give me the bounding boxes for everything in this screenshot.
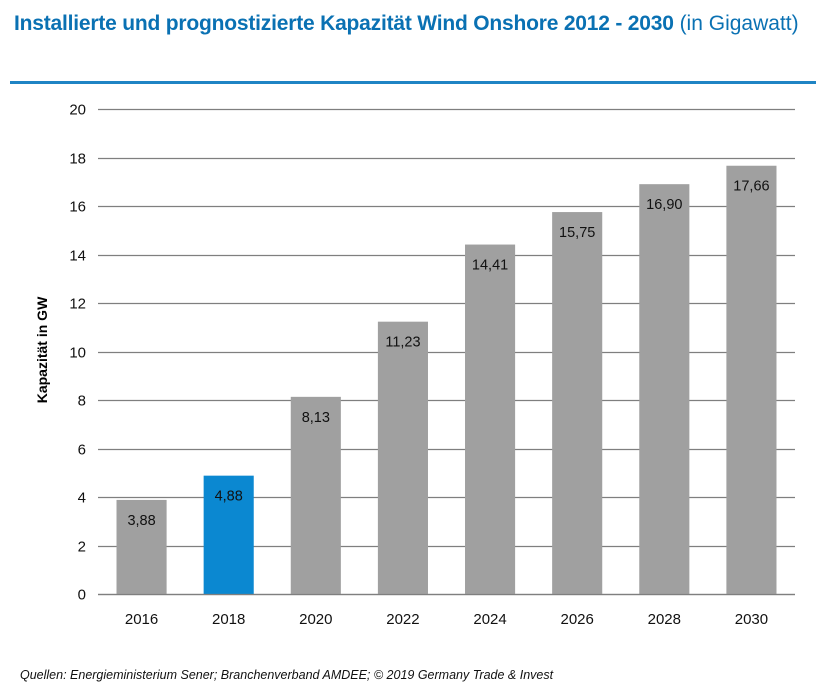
y-tick-label: 8 bbox=[78, 393, 86, 410]
x-tick-label: 2028 bbox=[648, 611, 681, 628]
data-label-2016: 3,88 bbox=[127, 513, 155, 529]
bar-2024 bbox=[465, 244, 516, 594]
bars bbox=[116, 165, 777, 595]
x-axis-ticks: 2016 2018 2020 2022 2024 2026 2028 2030 bbox=[125, 611, 768, 628]
x-tick-label: 2018 bbox=[212, 611, 245, 628]
data-label-2018: 4,88 bbox=[215, 489, 243, 505]
y-tick-label: 14 bbox=[69, 248, 86, 265]
bar-2016 bbox=[116, 499, 167, 594]
y-axis-ticks: 0 2 4 6 8 10 12 14 16 18 20 bbox=[69, 102, 86, 604]
x-tick-label: 2016 bbox=[125, 611, 158, 628]
x-tick-label: 2030 bbox=[735, 611, 768, 628]
title-divider bbox=[10, 81, 816, 84]
bar-2018 bbox=[203, 475, 254, 594]
y-tick-label: 0 bbox=[78, 587, 86, 604]
source-note: Quellen: Energieministerium Sener; Branc… bbox=[20, 668, 554, 682]
x-tick-label: 2024 bbox=[473, 611, 506, 628]
data-label-2024: 14,41 bbox=[472, 258, 508, 274]
data-label-2028: 16,90 bbox=[646, 197, 682, 213]
chart-title-unit: (in Gigawatt) bbox=[673, 12, 799, 35]
y-tick-label: 4 bbox=[78, 490, 86, 507]
chart-title-main: Installierte und prognostizierte Kapazit… bbox=[14, 12, 674, 35]
data-label-2026: 15,75 bbox=[559, 225, 595, 241]
bar-chart: 0 2 4 6 8 10 12 14 16 18 20 3,88 4,88 8,13 11,23 14,41… bbox=[34, 102, 795, 628]
x-tick-label: 2020 bbox=[299, 611, 332, 628]
bar-2020 bbox=[290, 396, 341, 594]
x-tick-label: 2022 bbox=[386, 611, 419, 628]
bar-2030 bbox=[726, 165, 777, 594]
data-label-2022: 11,23 bbox=[385, 335, 420, 351]
y-tick-label: 6 bbox=[78, 442, 86, 459]
bar-2028 bbox=[639, 184, 690, 595]
y-tick-label: 20 bbox=[69, 102, 86, 119]
y-tick-label: 16 bbox=[69, 199, 86, 216]
y-tick-label: 2 bbox=[78, 539, 86, 556]
y-tick-label: 18 bbox=[69, 151, 86, 168]
x-tick-label: 2026 bbox=[561, 611, 594, 628]
y-axis-label: Kapazität in GW bbox=[34, 296, 50, 403]
data-label-2020: 8,13 bbox=[302, 410, 330, 426]
y-tick-label: 12 bbox=[69, 296, 86, 313]
bar-2022 bbox=[377, 321, 428, 594]
bar-2026 bbox=[552, 212, 603, 594]
gridlines bbox=[98, 108, 795, 596]
chart-title: Installierte und prognostizierte Kapazit… bbox=[14, 8, 804, 39]
data-label-2030: 17,66 bbox=[733, 179, 769, 195]
data-labels: 3,88 4,88 8,13 11,23 14,41 15,75 16,90 17,66 bbox=[127, 179, 769, 529]
y-tick-label: 10 bbox=[69, 345, 86, 362]
